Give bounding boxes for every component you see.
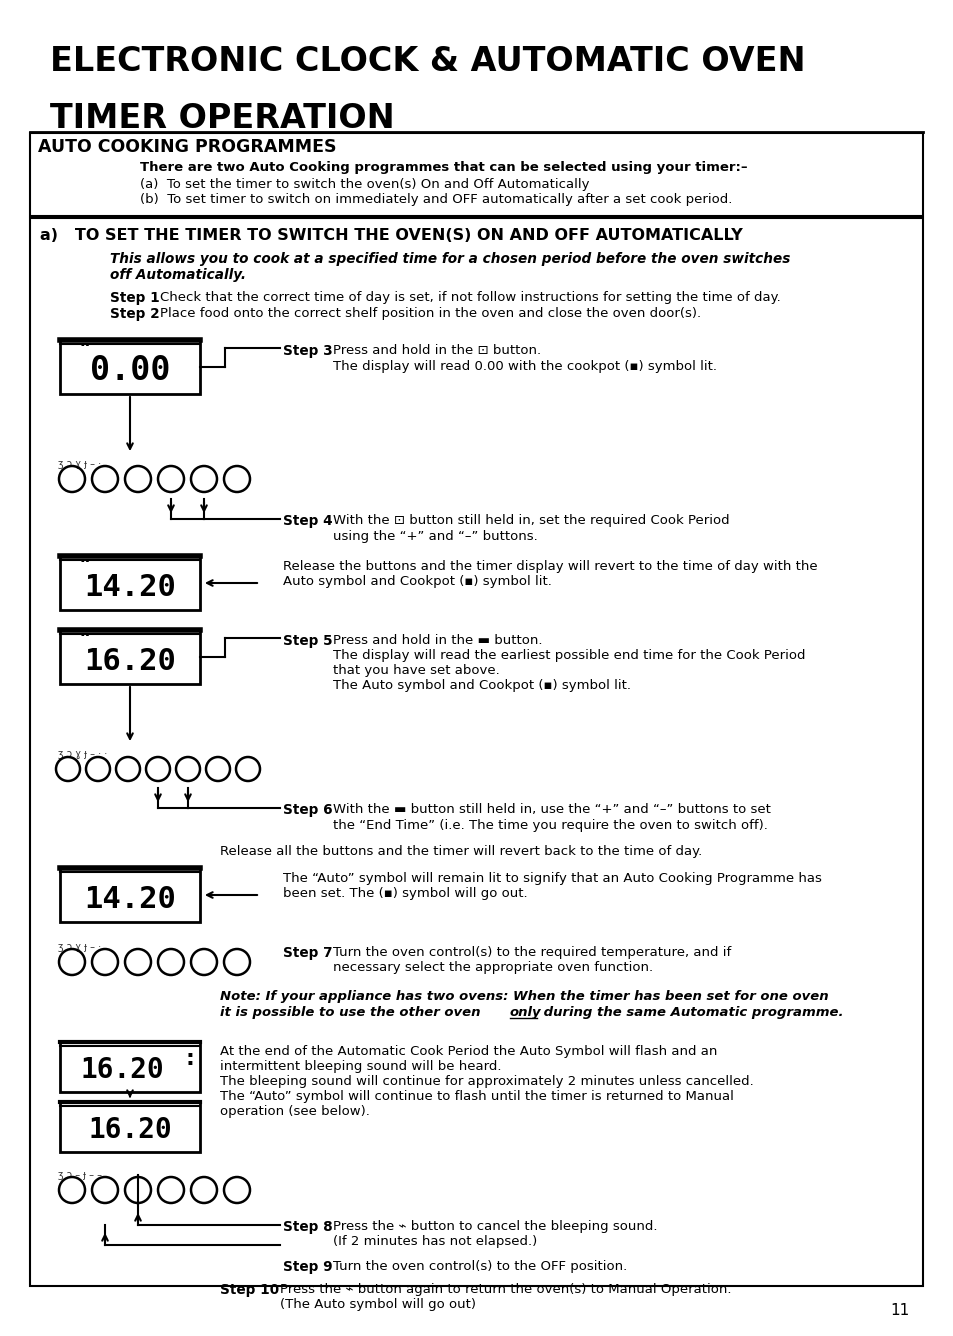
Bar — [30, 134, 923, 216]
Bar — [60, 1042, 200, 1092]
Text: operation (see below).: operation (see below). — [220, 1105, 370, 1118]
Text: At the end of the Automatic Cook Period the Auto Symbol will flash and an: At the end of the Automatic Cook Period … — [220, 1045, 717, 1058]
Bar — [60, 868, 200, 922]
Text: Step 7: Step 7 — [283, 946, 333, 961]
Text: the “End Time” (i.e. The time you require the oven to switch off).: the “End Time” (i.e. The time you requir… — [333, 819, 767, 832]
Text: intermittent bleeping sound will be heard.: intermittent bleeping sound will be hear… — [220, 1059, 501, 1073]
Text: ··: ·· — [80, 338, 91, 353]
Text: using the “+” and “–” buttons.: using the “+” and “–” buttons. — [333, 530, 537, 542]
Text: Turn the oven control(s) to the OFF position.: Turn the oven control(s) to the OFF posi… — [333, 1260, 626, 1273]
Text: 14.20: 14.20 — [84, 884, 175, 914]
Bar — [60, 631, 200, 684]
Text: Press and hold in the ⊡ button.: Press and hold in the ⊡ button. — [333, 343, 540, 357]
Text: Place food onto the correct shelf position in the oven and close the oven door(s: Place food onto the correct shelf positi… — [160, 307, 700, 321]
Text: :: : — [186, 1049, 194, 1069]
Text: 16.20: 16.20 — [80, 1055, 164, 1083]
Text: 16.20: 16.20 — [84, 647, 175, 676]
Text: ʒ ɔ ɣ ɟ – · ·: ʒ ɔ ɣ ɟ – · · — [58, 749, 107, 759]
Text: Turn the oven control(s) to the required temperature, and if: Turn the oven control(s) to the required… — [333, 946, 731, 959]
Text: Release all the buttons and the timer will revert back to the time of day.: Release all the buttons and the timer wi… — [220, 844, 701, 858]
Text: The display will read the earliest possible end time for the Cook Period: The display will read the earliest possi… — [333, 649, 804, 663]
Text: Step 10: Step 10 — [220, 1283, 279, 1297]
Text: With the ⊡ button still held in, set the required Cook Period: With the ⊡ button still held in, set the… — [333, 514, 729, 526]
Text: The “Auto” symbol will remain lit to signify that an Auto Cooking Programme has: The “Auto” symbol will remain lit to sig… — [283, 872, 821, 884]
Bar — [60, 339, 200, 394]
Text: Auto symbol and Cookpot (▪) symbol lit.: Auto symbol and Cookpot (▪) symbol lit. — [283, 574, 551, 588]
Text: Step 8: Step 8 — [283, 1220, 333, 1234]
Text: Release the buttons and the timer display will revert to the time of day with th: Release the buttons and the timer displa… — [283, 560, 817, 573]
Text: Step 3: Step 3 — [283, 343, 333, 358]
Text: (If 2 minutes has not elapsed.): (If 2 minutes has not elapsed.) — [333, 1234, 537, 1248]
Text: (The Auto symbol will go out): (The Auto symbol will go out) — [280, 1299, 476, 1311]
Bar — [60, 1102, 200, 1152]
Text: TIMER OPERATION: TIMER OPERATION — [50, 102, 395, 135]
Bar — [30, 218, 923, 1287]
Text: it is possible to use the other oven: it is possible to use the other oven — [220, 1006, 485, 1019]
Text: been set. The (▪) symbol will go out.: been set. The (▪) symbol will go out. — [283, 887, 527, 900]
Text: Step 4: Step 4 — [283, 514, 333, 528]
Text: a)   TO SET THE TIMER TO SWITCH THE OVEN(S) ON AND OFF AUTOMATICALLY: a) TO SET THE TIMER TO SWITCH THE OVEN(S… — [40, 228, 742, 243]
Text: 14.20: 14.20 — [84, 573, 175, 601]
Text: ʒ ɔ – ɟ – –: ʒ ɔ – ɟ – – — [58, 1170, 102, 1180]
Text: The “Auto” symbol will continue to flash until the timer is returned to Manual: The “Auto” symbol will continue to flash… — [220, 1090, 733, 1104]
Text: Step 2: Step 2 — [110, 307, 159, 321]
Text: ··: ·· — [80, 628, 91, 643]
Text: off Automatically.: off Automatically. — [110, 269, 246, 282]
Text: ʒ ɔ ɣ ɟ – ·: ʒ ɔ ɣ ɟ – · — [58, 942, 101, 953]
Text: Press the ⌁ button again to return the oven(s) to Manual Operation.: Press the ⌁ button again to return the o… — [280, 1283, 731, 1296]
Text: There are two Auto Cooking programmes that can be selected using your timer:–: There are two Auto Cooking programmes th… — [140, 162, 747, 174]
Text: Press and hold in the ▬ button.: Press and hold in the ▬ button. — [333, 635, 542, 647]
Text: 0.00: 0.00 — [90, 354, 170, 387]
Text: only: only — [510, 1006, 541, 1019]
Text: ʒ ɔ ɣ ɟ – ·: ʒ ɔ ɣ ɟ – · — [58, 460, 101, 469]
Text: during the same Automatic programme.: during the same Automatic programme. — [538, 1006, 842, 1019]
Text: Check that the correct time of day is set, if not follow instructions for settin: Check that the correct time of day is se… — [160, 291, 780, 305]
Text: 11: 11 — [890, 1303, 909, 1319]
Text: The Auto symbol and Cookpot (▪) symbol lit.: The Auto symbol and Cookpot (▪) symbol l… — [333, 679, 630, 692]
Text: The display will read 0.00 with the cookpot (▪) symbol lit.: The display will read 0.00 with the cook… — [333, 359, 717, 373]
Text: (a)  To set the timer to switch the oven(s) On and Off Automatically: (a) To set the timer to switch the oven(… — [140, 178, 589, 191]
Text: This allows you to cook at a specified time for a chosen period before the oven : This allows you to cook at a specified t… — [110, 253, 789, 266]
Text: Note: If your appliance has two ovens: When the timer has been set for one oven: Note: If your appliance has two ovens: W… — [220, 990, 828, 1003]
Text: ELECTRONIC CLOCK & AUTOMATIC OVEN: ELECTRONIC CLOCK & AUTOMATIC OVEN — [50, 45, 804, 77]
Text: With the ▬ button still held in, use the “+” and “–” buttons to set: With the ▬ button still held in, use the… — [333, 803, 770, 816]
Text: Step 6: Step 6 — [283, 803, 333, 818]
Text: Step 9: Step 9 — [283, 1260, 333, 1275]
Text: Step 5: Step 5 — [283, 635, 333, 648]
Text: ··: ·· — [80, 554, 91, 569]
Text: (b)  To set timer to switch on immediately and OFF automatically after a set coo: (b) To set timer to switch on immediatel… — [140, 192, 732, 206]
Text: necessary select the appropriate oven function.: necessary select the appropriate oven fu… — [333, 961, 653, 974]
Text: The bleeping sound will continue for approximately 2 minutes unless cancelled.: The bleeping sound will continue for app… — [220, 1075, 753, 1088]
Text: Press the ⌁ button to cancel the bleeping sound.: Press the ⌁ button to cancel the bleepin… — [333, 1220, 657, 1233]
Bar — [60, 556, 200, 611]
Text: Step 1: Step 1 — [110, 291, 159, 305]
Text: AUTO COOKING PROGRAMMES: AUTO COOKING PROGRAMMES — [38, 138, 336, 156]
Text: that you have set above.: that you have set above. — [333, 664, 499, 677]
Text: 16.20: 16.20 — [88, 1116, 172, 1144]
